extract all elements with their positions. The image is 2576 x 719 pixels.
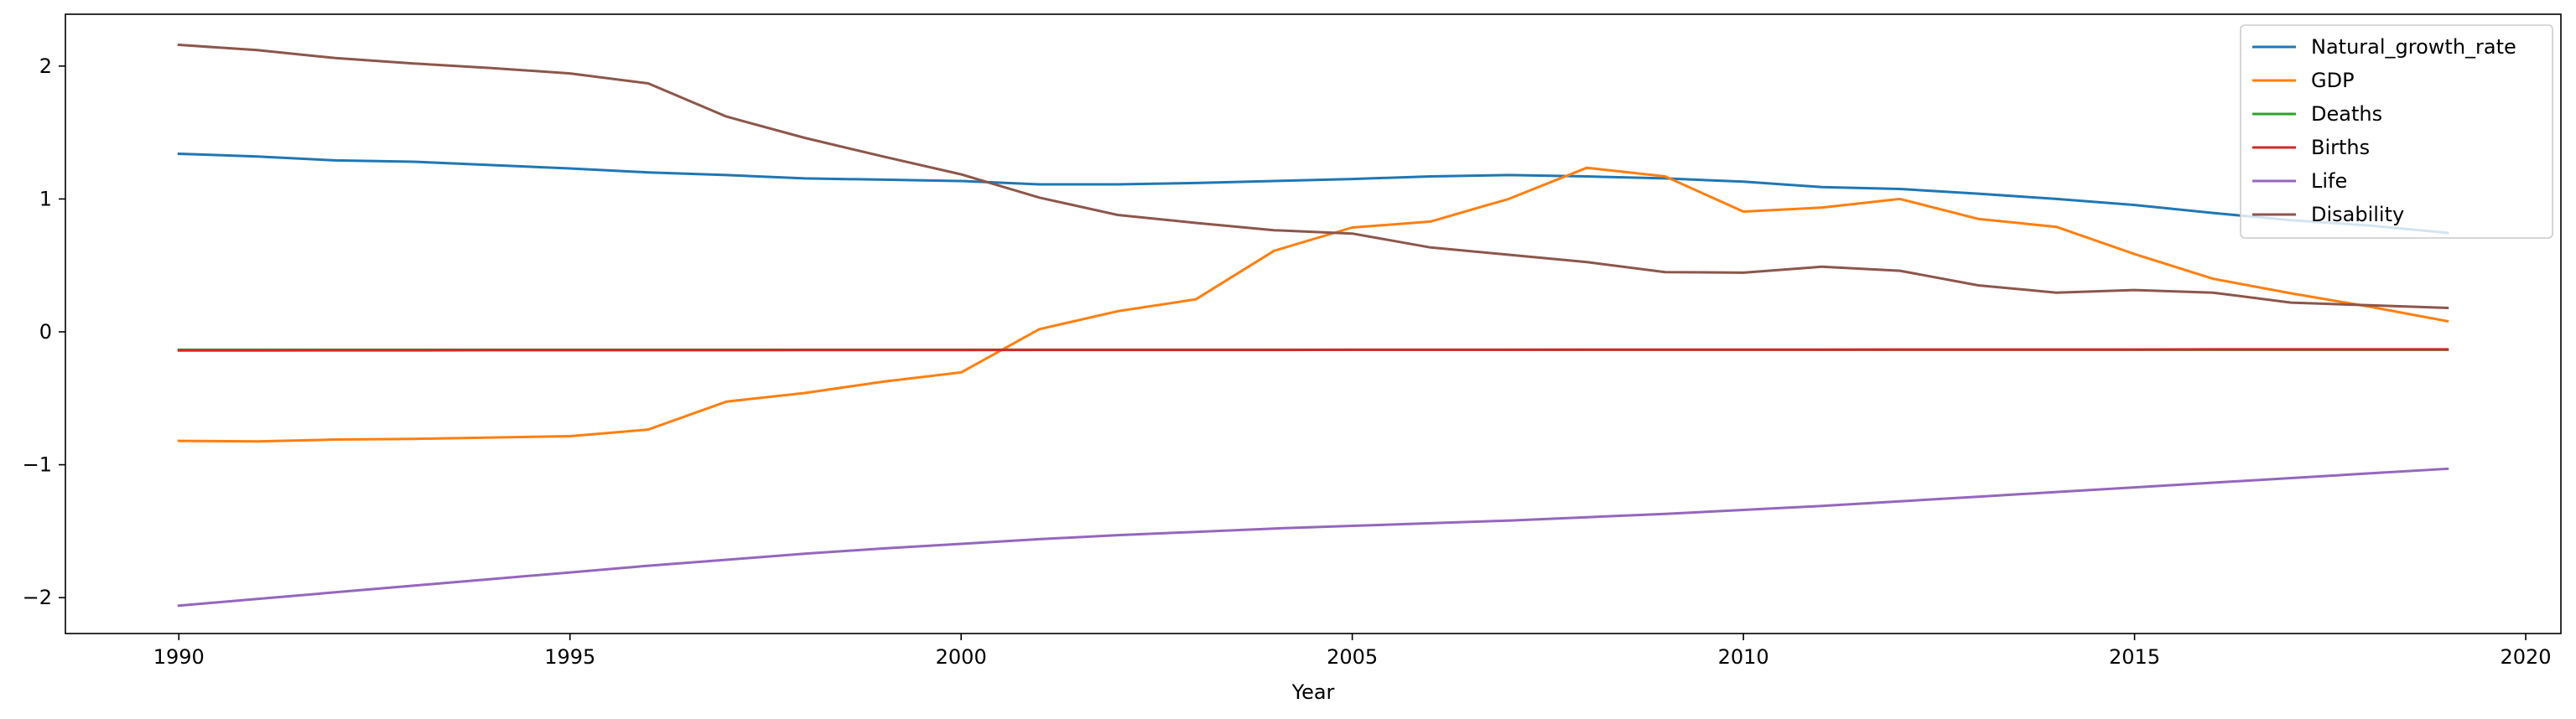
x-tick-label: 1990 (153, 645, 205, 669)
y-tick-label: −1 (23, 453, 52, 477)
x-tick-label: 2000 (936, 645, 987, 669)
legend-label: GDP (2311, 69, 2355, 92)
y-tick-label: −2 (23, 586, 52, 609)
y-tick-label: 2 (39, 54, 52, 78)
legend-label: Deaths (2311, 102, 2382, 126)
legend-label: Natural_growth_rate (2311, 35, 2516, 59)
x-axis: 1990 1995 2000 2005 2010 2015 2020 (153, 634, 2552, 669)
y-tick-label: 0 (39, 320, 52, 344)
x-axis-title: Year (1291, 680, 1335, 704)
legend[interactable]: Natural_growth_rate GDP Deaths Births Life Di… (2240, 24, 2553, 239)
y-tick-label: 1 (39, 187, 52, 210)
y-axis: −2 −1 0 1 2 (23, 54, 65, 609)
series-line-births (177, 348, 2449, 352)
series-line-natural-growth-rate (177, 152, 2449, 235)
series-line-disability (177, 43, 2449, 310)
legend-box (2240, 24, 2553, 239)
x-tick-label: 2010 (1718, 645, 1769, 669)
axes-frame (65, 13, 2562, 634)
series-line-life (177, 467, 2449, 608)
x-tick-label: 2020 (2500, 645, 2551, 669)
x-tick-label: 2015 (2109, 645, 2160, 669)
plot-lines (177, 43, 2449, 608)
x-tick-label: 1995 (544, 645, 595, 669)
series-line-gdp (177, 166, 2449, 443)
legend-label: Life (2311, 169, 2347, 193)
x-tick-label: 2005 (1327, 645, 1378, 669)
legend-label: Disability (2311, 203, 2404, 226)
legend-label: Births (2311, 136, 2370, 159)
